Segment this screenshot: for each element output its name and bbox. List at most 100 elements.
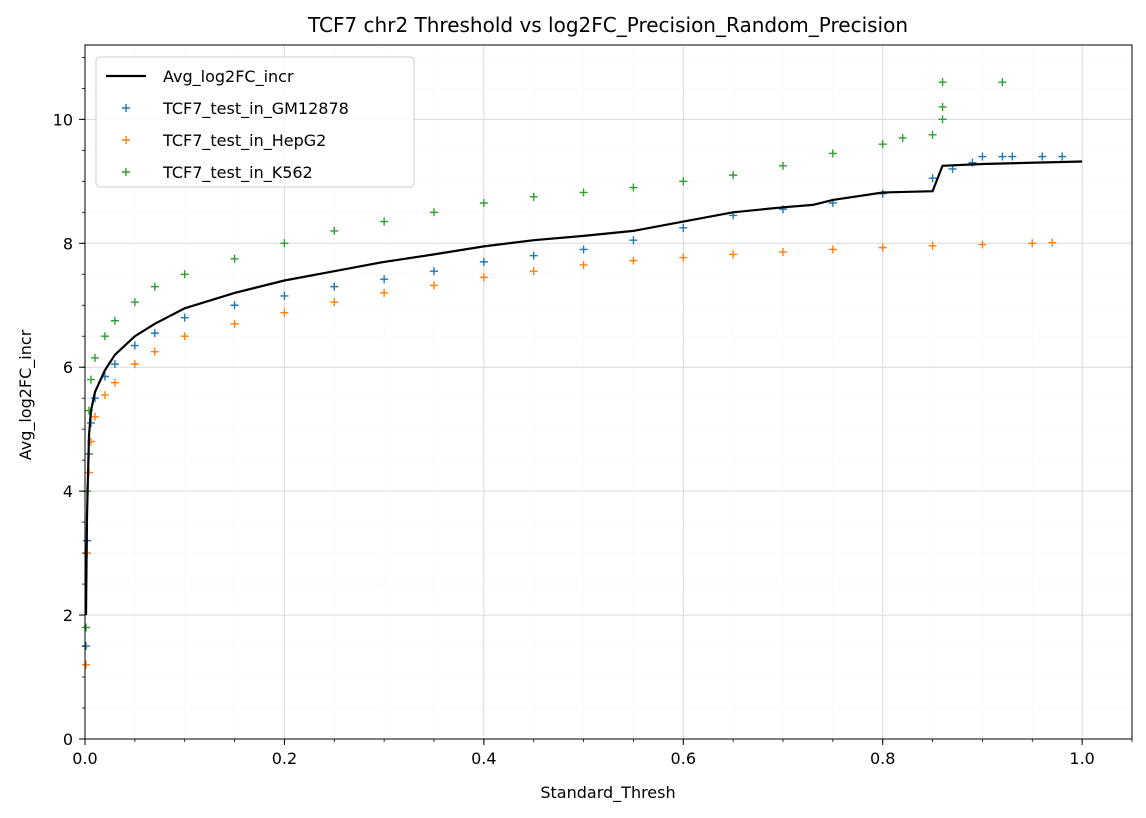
data-point xyxy=(280,239,289,248)
data-point xyxy=(380,288,389,297)
data-point xyxy=(729,250,738,259)
data-point xyxy=(110,360,119,369)
series-line-avg-log2fc-incr xyxy=(84,160,1083,616)
data-point xyxy=(529,251,538,260)
data-point xyxy=(579,188,588,197)
x-tick-label: 0.2 xyxy=(272,749,297,768)
data-point xyxy=(729,171,738,180)
legend-box xyxy=(95,56,415,188)
legend-marker-swatch xyxy=(122,168,130,176)
data-point xyxy=(679,223,688,232)
y-tick-label: 4 xyxy=(63,482,73,501)
data-point xyxy=(479,199,488,208)
data-point xyxy=(779,161,787,170)
data-point xyxy=(380,217,389,226)
data-point xyxy=(150,347,159,356)
data-point xyxy=(529,192,538,201)
y-tick-label: 6 xyxy=(63,358,73,377)
data-point xyxy=(81,623,90,632)
data-point xyxy=(529,267,538,276)
data-point xyxy=(938,102,947,111)
legend-label: TCF7_test_in_GM12878 xyxy=(162,99,349,119)
data-point xyxy=(1008,152,1017,161)
data-point xyxy=(579,245,588,254)
data-point xyxy=(180,313,189,322)
y-tick-label: 0 xyxy=(63,730,73,749)
chart-title: TCF7 chr2 Threshold vs log2FC_Precision_… xyxy=(307,13,908,37)
data-point xyxy=(878,140,887,149)
x-tick-label: 0.0 xyxy=(72,749,97,768)
data-point xyxy=(998,78,1007,87)
data-point xyxy=(150,282,159,291)
x-tick-label: 1.0 xyxy=(1069,749,1094,768)
data-point xyxy=(280,308,289,317)
y-tick-label: 8 xyxy=(63,234,73,253)
data-point xyxy=(100,391,109,400)
data-point xyxy=(380,275,389,284)
legend-label: TCF7_test_in_HepG2 xyxy=(162,131,326,151)
data-point xyxy=(90,353,99,362)
data-point xyxy=(998,152,1007,161)
data-point xyxy=(90,412,99,421)
data-point xyxy=(629,236,638,245)
data-point xyxy=(938,115,947,124)
legend-marker-swatch xyxy=(122,136,130,144)
legend-label: TCF7_test_in_K562 xyxy=(162,163,313,183)
data-point xyxy=(110,316,119,325)
data-point xyxy=(679,177,688,186)
data-point xyxy=(579,260,588,269)
x-tick-label: 0.6 xyxy=(671,749,696,768)
data-point xyxy=(479,273,488,282)
data-point xyxy=(130,341,139,350)
data-point xyxy=(629,256,638,265)
series-tcf7-test-in-hepg2 xyxy=(81,238,1057,669)
data-point xyxy=(878,243,887,252)
data-point xyxy=(679,253,688,262)
data-point xyxy=(86,375,95,384)
data-point xyxy=(100,332,109,341)
data-point xyxy=(280,291,289,300)
data-point xyxy=(230,301,239,310)
data-point xyxy=(828,245,837,254)
data-point xyxy=(330,282,339,291)
data-point xyxy=(330,298,339,307)
axis-ticks: 0.0 0.2 0.4 0.6 0.8 1.0 0 2 4 6 8 10 xyxy=(53,56,1133,768)
data-point xyxy=(230,254,239,263)
data-point xyxy=(180,332,189,341)
data-point xyxy=(828,149,837,158)
y-axis-label: Avg_log2FC_incr xyxy=(16,329,36,460)
x-tick-label: 0.4 xyxy=(471,749,496,768)
data-point xyxy=(928,174,937,183)
legend-label: Avg_log2FC_incr xyxy=(163,67,294,87)
data-point xyxy=(779,247,787,256)
data-point xyxy=(479,257,488,266)
x-axis-label: Standard_Thresh xyxy=(540,783,675,803)
series-tcf7-test-in-k562 xyxy=(81,78,1007,632)
y-tick-label: 10 xyxy=(53,110,73,129)
data-point xyxy=(1038,152,1047,161)
y-tick-label: 2 xyxy=(63,606,73,625)
data-point xyxy=(1028,239,1037,248)
data-point xyxy=(130,298,139,307)
data-point xyxy=(330,226,339,235)
data-point xyxy=(150,329,159,338)
data-point xyxy=(1058,152,1067,161)
data-point xyxy=(978,240,987,249)
data-point xyxy=(110,378,119,387)
data-point xyxy=(430,281,438,290)
x-tick-label: 0.8 xyxy=(870,749,895,768)
data-point xyxy=(928,130,937,139)
legend: Avg_log2FC_incr TCF7_test_in_GM12878 TCF7_… xyxy=(95,56,415,188)
data-point xyxy=(1048,238,1057,247)
data-point xyxy=(928,241,937,250)
legend-marker-swatch xyxy=(122,104,130,112)
data-point xyxy=(81,660,90,669)
data-point xyxy=(898,133,907,142)
data-point xyxy=(629,183,638,192)
data-point xyxy=(938,78,947,87)
data-point xyxy=(230,319,239,328)
data-point xyxy=(130,360,139,369)
data-point xyxy=(430,208,438,217)
